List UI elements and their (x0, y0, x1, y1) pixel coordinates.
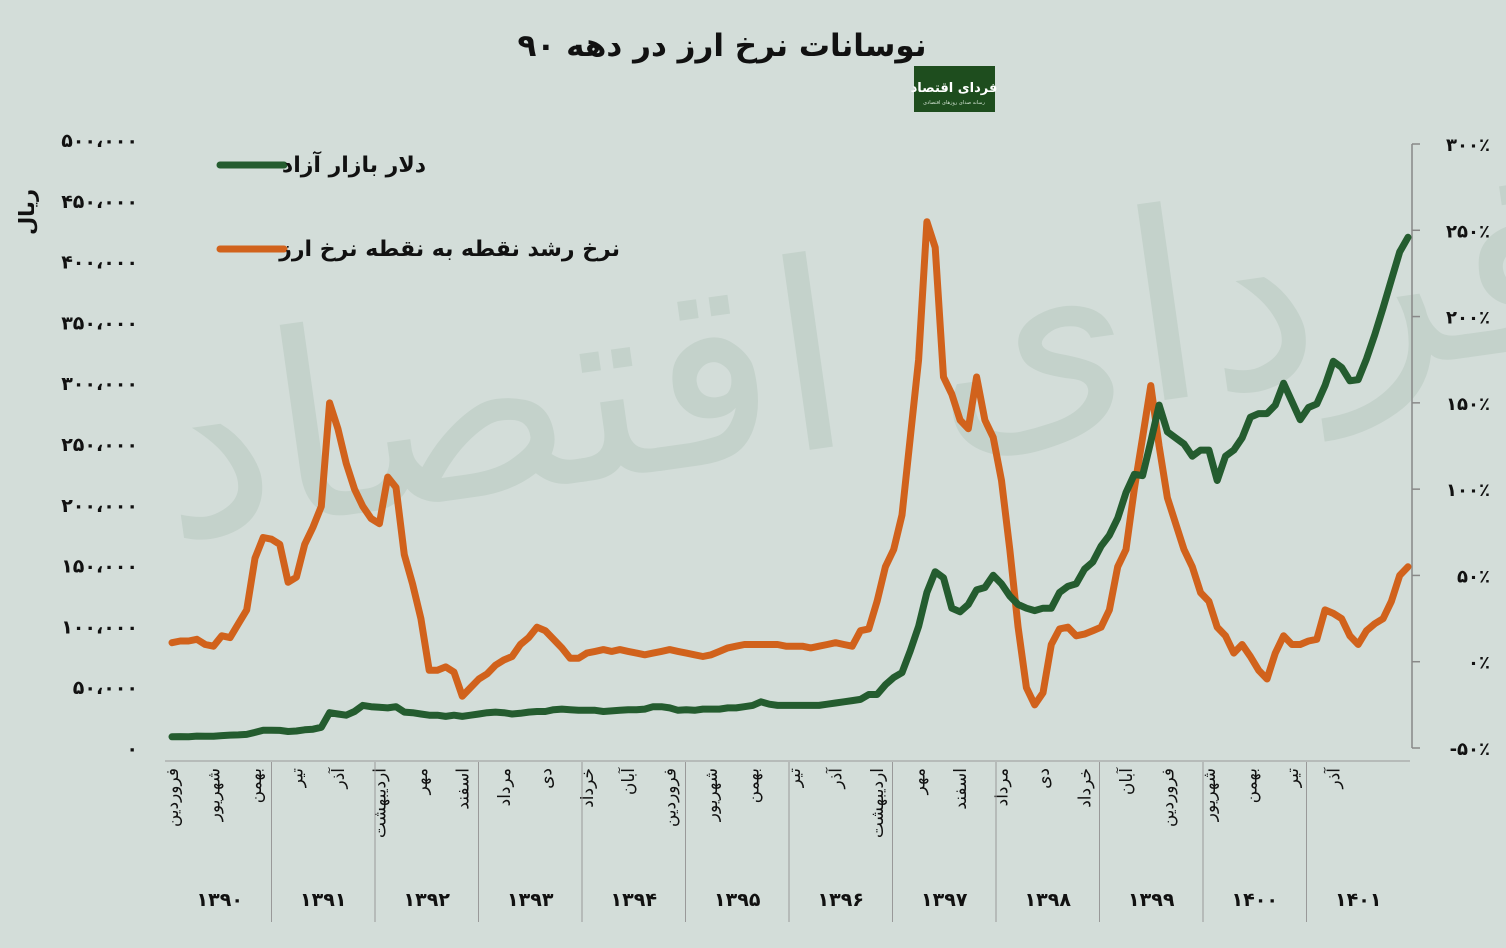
left-tick-label: ۰ (126, 738, 138, 760)
right-axis: -۵۰٪ ۰٪ ۵۰٪ ۱۰۰٪ ۱۵۰٪ ۲۰۰٪ ۲۵۰٪ ۳۰۰٪ (1411, 135, 1490, 760)
x-axis: فروردین شهریور بهمن تیر آذر اردیبهشت مهر اسفند م… (163, 760, 1410, 922)
left-tick-label: ۱۰۰،۰۰۰ (61, 616, 138, 638)
y-axis-label: ریال (15, 189, 39, 235)
year-label: ۱۳۹۰ (197, 889, 243, 911)
month-label: اردیبهشت (868, 768, 888, 838)
year-label: ۱۴۰۰ (1232, 889, 1278, 911)
month-label: شهریور (702, 768, 722, 822)
right-tick-label: ۳۰۰٪ (1446, 135, 1490, 156)
month-label: دی (536, 768, 556, 789)
left-tick-label: ۵۰۰،۰۰۰ (61, 130, 138, 152)
month-label: بهمن (744, 768, 764, 803)
month-label: اسفند (951, 768, 971, 810)
month-label: تیر (287, 768, 307, 789)
right-tick-label: ۲۵۰٪ (1446, 221, 1490, 242)
month-label: فروردین (661, 768, 681, 827)
month-label: تیر (1283, 768, 1303, 789)
month-label: بهمن (246, 768, 266, 803)
year-label: ۱۴۰۱ (1335, 889, 1381, 911)
chart-title: نوسانات نرخ ارز در دهه ۹۰ (518, 28, 927, 64)
left-tick-label: ۱۵۰،۰۰۰ (61, 556, 138, 578)
right-tick-label: ۱۰۰٪ (1446, 480, 1490, 501)
month-label: فروردین (1158, 768, 1178, 827)
logo-subtext: رسانه صدای روزهای اقتصادی (923, 100, 985, 106)
month-label: اسفند (453, 768, 473, 810)
month-label: آذر (1322, 767, 1344, 790)
year-label: ۱۳۹۸ (1025, 889, 1072, 911)
left-tick-label: ۴۰۰،۰۰۰ (61, 252, 138, 274)
month-label: شهریور (204, 768, 224, 822)
month-label: مهر (412, 768, 432, 795)
legend-label-growth: نرخ رشد نقطه به نقطه نرخ ارز (278, 237, 620, 262)
month-label: خرداد (578, 768, 598, 808)
right-tick-label: ۰٪ (1468, 653, 1490, 674)
right-tick-label: ۱۵۰٪ (1446, 394, 1490, 415)
year-label: ۱۳۹۳ (507, 889, 554, 911)
month-label: آبان (617, 767, 639, 795)
left-tick-label: ۲۰۰،۰۰۰ (61, 495, 138, 517)
logo-text: فردای اقتصاد (911, 81, 998, 96)
logo-background (914, 66, 995, 112)
logo: فردای اقتصاد رسانه صدای روزهای اقتصادی (911, 66, 998, 112)
year-label: ۱۳۹۱ (300, 889, 346, 911)
month-label: اردیبهشت (370, 768, 390, 838)
month-label: آبان (1115, 767, 1137, 795)
year-label: ۱۳۹۹ (1128, 889, 1175, 911)
left-tick-label: ۳۵۰،۰۰۰ (61, 312, 138, 334)
legend-label-dollar: دلار بازار آزاد (282, 150, 426, 178)
right-tick-label: ۵۰٪ (1457, 566, 1490, 587)
month-label: مرداد (495, 768, 515, 806)
left-tick-label: ۳۰۰،۰۰۰ (61, 373, 138, 395)
right-tick-label: -۵۰٪ (1450, 739, 1490, 760)
month-label: آذر (327, 767, 349, 790)
month-label: دی (1034, 768, 1054, 789)
month-label: خرداد (1075, 768, 1095, 808)
month-label: شهریور (1200, 768, 1220, 822)
series-line-growth (168, 218, 1412, 709)
legend: دلار بازار آزاد نرخ رشد نقطه به نقطه نرخ… (216, 150, 620, 262)
left-tick-label: ۲۵۰،۰۰۰ (61, 434, 138, 456)
month-label: بهمن (1241, 768, 1261, 803)
left-tick-label: ۴۵۰،۰۰۰ (61, 191, 138, 213)
left-axis-ticks: ۰ ۵۰،۰۰۰ ۱۰۰،۰۰۰ ۱۵۰،۰۰۰ ۲۰۰،۰۰۰ ۲۵۰،۰۰۰ ۳۰۰،۰… (61, 130, 138, 760)
right-tick-label: ۲۰۰٪ (1446, 308, 1490, 329)
month-label: مرداد (993, 768, 1013, 806)
month-label: آذر (825, 767, 847, 790)
month-label: مهر (910, 768, 930, 795)
year-label: ۱۳۹۲ (404, 889, 451, 911)
month-label: فروردین (163, 768, 183, 827)
left-tick-label: ۵۰،۰۰۰ (73, 677, 138, 699)
series-line-dollar (168, 233, 1412, 741)
month-label: تیر (785, 768, 805, 789)
year-label: ۱۳۹۴ (611, 889, 657, 911)
year-label: ۱۳۹۵ (714, 889, 761, 911)
year-label: ۱۳۹۷ (921, 889, 968, 911)
year-label: ۱۳۹۶ (818, 889, 864, 911)
